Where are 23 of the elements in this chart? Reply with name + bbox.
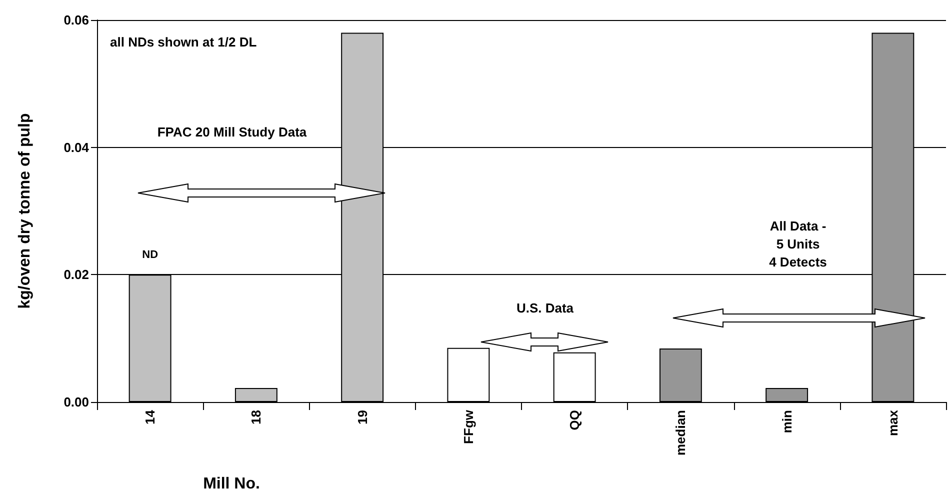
y-tick-label: 0.04 — [64, 140, 90, 155]
y-tick-label: 0.06 — [64, 12, 89, 28]
annotation: FPAC 20 Mill Study Data — [157, 124, 308, 140]
x-tick-label: max — [885, 409, 900, 436]
x-tick-label: 18 — [248, 410, 264, 424]
bar — [766, 388, 808, 402]
bar — [447, 348, 490, 402]
annotation: All Data - 5 Units 4 Detects — [769, 218, 827, 270]
x-axis-title: Mill No. — [203, 476, 260, 492]
annotation: U.S. Data — [516, 300, 574, 316]
y-tick-label: 0.02 — [64, 267, 89, 282]
bar — [234, 388, 278, 402]
y-axis-title: kg/oven dry tonne of pulp — [16, 113, 34, 309]
x-tick-label: QQ — [567, 410, 582, 430]
x-tick-label: FFgw — [460, 409, 476, 444]
x-tick-label: 19 — [354, 410, 370, 424]
y-tick-label: 0.00 — [64, 394, 89, 410]
annotation: ND — [142, 249, 158, 262]
bar — [659, 348, 702, 402]
annotation: all NDs shown at 1/2 DL — [110, 34, 257, 50]
x-tick-label: 14 — [142, 409, 158, 424]
x-tick-label: median — [673, 410, 688, 456]
x-tick-label: min — [779, 410, 794, 434]
